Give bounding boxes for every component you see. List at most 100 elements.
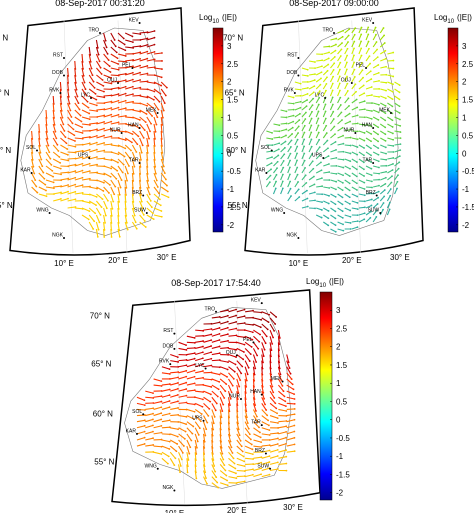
arrow-head <box>64 130 66 132</box>
arrow-head <box>335 38 337 40</box>
arrow-head <box>119 194 121 196</box>
arrow-head <box>392 163 394 165</box>
arrow-head <box>334 56 336 58</box>
field-arrow <box>220 348 228 349</box>
arrow-head <box>325 90 327 92</box>
arrow-head <box>370 70 372 72</box>
arrow-head <box>310 132 312 134</box>
arrow-head <box>60 198 62 200</box>
arrow-head <box>113 193 115 195</box>
arrow-head <box>269 450 271 452</box>
arrow-head <box>356 161 358 163</box>
arrow-head <box>82 132 84 134</box>
arrow-head <box>103 96 105 98</box>
arrow-head <box>399 149 401 151</box>
arrow-head <box>349 182 351 184</box>
arrow-head <box>103 135 105 137</box>
arrow-head <box>219 339 221 341</box>
arrow-head <box>92 74 94 76</box>
arrow-head <box>320 78 322 80</box>
arrow-head <box>185 344 187 346</box>
arrow-head <box>32 166 34 168</box>
arrow-head <box>224 390 226 392</box>
arrow-head <box>126 180 128 182</box>
field-arrow <box>68 152 76 153</box>
arrow-head <box>146 51 148 53</box>
arrow-head <box>160 425 162 427</box>
arrow-head <box>378 96 380 98</box>
arrow-head <box>154 58 156 60</box>
arrow-head <box>392 145 394 147</box>
arrow-head <box>96 142 98 144</box>
arrow-head <box>143 399 145 401</box>
arrow-head <box>303 146 305 148</box>
arrow-head <box>152 413 154 415</box>
arrow-head <box>383 196 385 198</box>
station <box>142 413 144 415</box>
arrow-head <box>127 229 129 231</box>
arrow-head <box>305 182 307 184</box>
field-arrow <box>161 138 162 146</box>
arrow-head <box>293 115 295 117</box>
arrow-head <box>96 164 98 166</box>
arrow-head <box>279 130 281 132</box>
arrow-head <box>132 72 134 74</box>
arrow-head <box>235 309 237 311</box>
arrow-head <box>363 92 365 94</box>
arrow-head <box>385 82 387 84</box>
arrow-head <box>356 99 358 101</box>
arrow-head <box>264 404 266 406</box>
arrow-head <box>67 154 69 156</box>
map-panel: 08-Sep-2017 09:00:00TROKEVRSTDOBRVKLYCOU… <box>223 0 474 268</box>
arrow-head <box>70 110 72 112</box>
arrow-head <box>168 448 170 450</box>
colorbar-tick-label: -2 <box>227 221 235 230</box>
station-label: BRZ <box>255 448 265 454</box>
arrow-head <box>270 168 272 170</box>
arrow-head <box>124 147 126 149</box>
arrow-head <box>149 130 151 132</box>
arrow-head <box>89 142 91 144</box>
arrow-head <box>189 446 191 448</box>
arrow-head <box>102 190 104 192</box>
arrow-head <box>364 100 366 102</box>
label-part: (|E|) <box>329 277 344 286</box>
arrow-head <box>321 201 323 203</box>
arrow-head <box>125 139 127 141</box>
arrow-head <box>60 173 62 175</box>
field-arrow <box>82 54 83 62</box>
arrow-head <box>383 202 385 204</box>
arrow-head <box>183 445 185 447</box>
arrow-head <box>268 424 270 426</box>
arrow-head <box>60 168 62 170</box>
arrow-head <box>177 388 179 390</box>
arrow-head <box>75 146 77 148</box>
arrow-head <box>384 183 386 185</box>
arrow-head <box>400 143 402 145</box>
arrow-head <box>107 53 109 55</box>
arrow-head <box>328 58 330 60</box>
arrow-head <box>71 116 73 118</box>
station-label: NUR <box>110 128 121 134</box>
arrow-head <box>282 188 284 190</box>
arrow-head <box>274 323 276 325</box>
arrow-head <box>163 166 165 168</box>
arrow-head <box>152 425 154 427</box>
arrow-head <box>292 121 294 123</box>
arrow-head <box>385 97 387 99</box>
arrow-head <box>277 155 279 157</box>
arrow-head <box>87 101 89 103</box>
arrow-head <box>286 117 288 119</box>
arrow-head <box>342 167 344 169</box>
field-arrow <box>39 124 40 132</box>
arrow-head <box>103 128 105 130</box>
arrow-head <box>96 149 98 151</box>
station-label: HAN <box>250 389 261 395</box>
arrow-head <box>191 433 193 435</box>
arrow-head <box>226 376 228 378</box>
colorbar-tick-label: -0.5 <box>227 167 241 176</box>
arrow-head <box>304 118 306 120</box>
colorbar-tick-label: -0.5 <box>336 434 350 443</box>
arrow-head <box>318 104 320 106</box>
arrow-head <box>184 438 186 440</box>
